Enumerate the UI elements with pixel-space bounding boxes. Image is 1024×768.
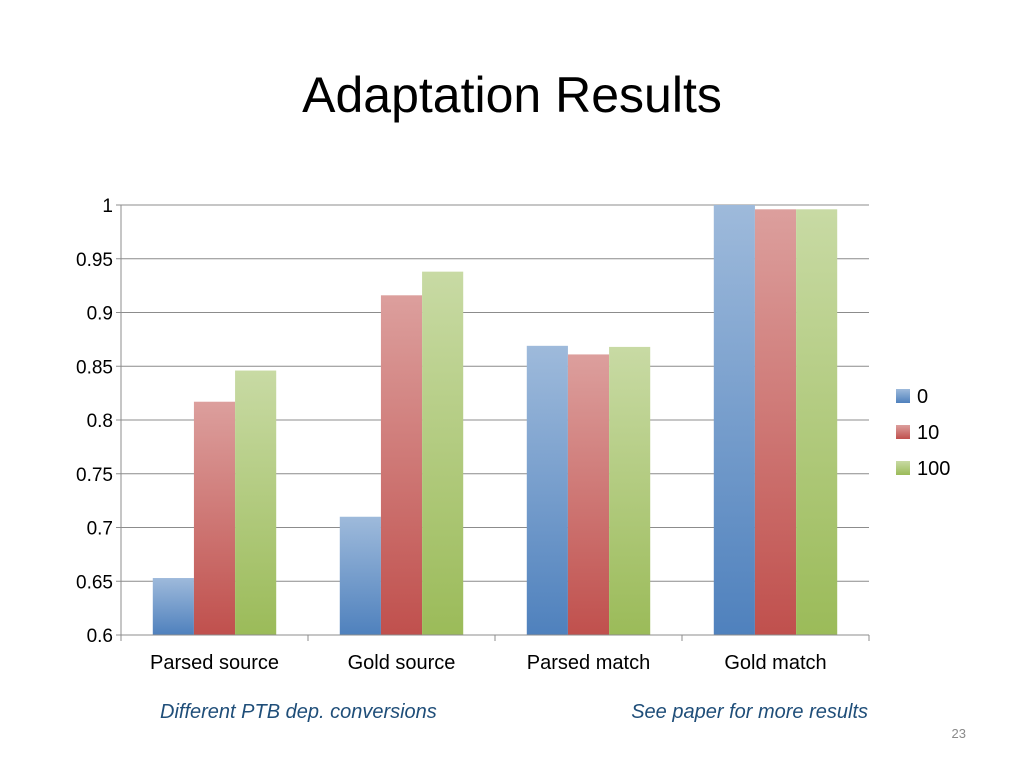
y-tick-label: 0.8 bbox=[87, 411, 113, 432]
x-category-label: Parsed match bbox=[527, 652, 650, 674]
x-category-label: Parsed source bbox=[150, 652, 279, 674]
bar-parsed-match-series-0 bbox=[526, 345, 568, 635]
legend-swatch-100 bbox=[896, 461, 910, 475]
slide-number: 23 bbox=[951, 726, 966, 741]
bar-parsed-match-series-10 bbox=[567, 354, 610, 635]
bar-parsed-source-series-0 bbox=[152, 578, 194, 635]
bar-gold-source-series-0 bbox=[339, 516, 381, 635]
bar-parsed-source-series-10 bbox=[193, 401, 236, 635]
y-tick-label: 0.75 bbox=[76, 465, 113, 486]
bar-chart: 0.6 0.65 0.7 0.75 0.8 0.85 0.9 0.95 1 Parsed sour… bbox=[76, 196, 950, 674]
bar-gold-match-series-100 bbox=[796, 209, 838, 636]
y-tick-label: 0.95 bbox=[76, 250, 113, 271]
y-tick-label: 0.65 bbox=[76, 572, 113, 593]
bar-gold-source-series-10 bbox=[380, 295, 423, 635]
x-category-label: Gold match bbox=[724, 652, 826, 674]
legend-swatch-10 bbox=[896, 425, 910, 439]
note-see-paper: See paper for more results bbox=[631, 701, 868, 723]
y-tick-label: 0.6 bbox=[87, 626, 113, 647]
bar-gold-source-series-100 bbox=[422, 271, 464, 635]
bar-gold-match-series-0 bbox=[713, 205, 755, 635]
legend-label-100: 100 bbox=[917, 458, 950, 480]
y-tick-label: 0.85 bbox=[76, 357, 113, 378]
y-tick-label: 0.9 bbox=[87, 304, 113, 325]
bar-parsed-source-series-100 bbox=[235, 370, 277, 635]
slide-title: Adaptation Results bbox=[302, 67, 722, 123]
legend-swatch-0 bbox=[896, 389, 910, 403]
bar-parsed-match-series-100 bbox=[609, 346, 651, 635]
bar-gold-match-series-10 bbox=[754, 209, 797, 636]
note-ptb-conversions: Different PTB dep. conversions bbox=[160, 701, 437, 723]
legend-label-10: 10 bbox=[917, 422, 939, 444]
x-category-label: Gold source bbox=[348, 652, 456, 674]
legend-label-0: 0 bbox=[917, 386, 928, 408]
y-tick-label: 0.7 bbox=[87, 519, 113, 540]
y-tick-label: 1 bbox=[102, 196, 113, 217]
